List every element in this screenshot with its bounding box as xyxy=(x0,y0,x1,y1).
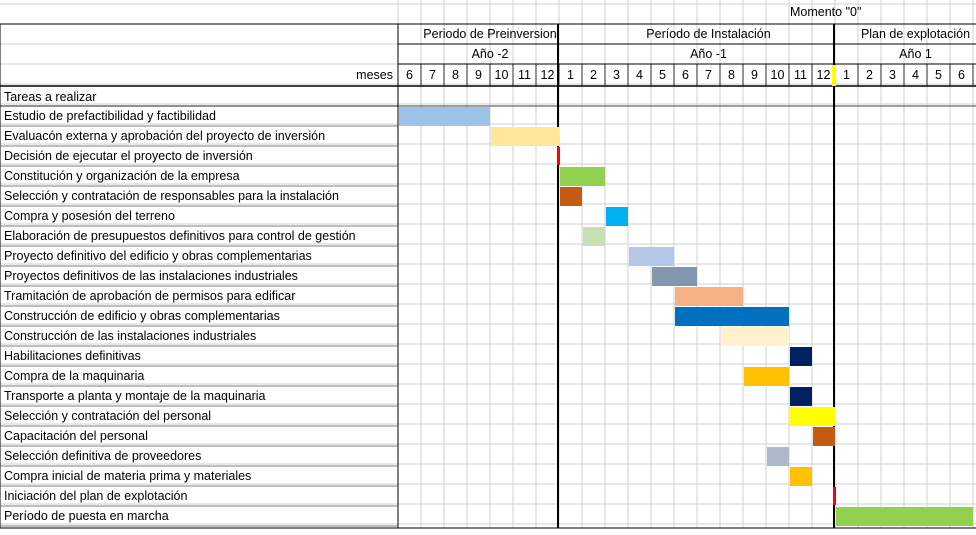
task-bar xyxy=(744,367,789,386)
task-name: Compra y posesión del terreno xyxy=(4,209,175,223)
task-bar xyxy=(583,227,605,246)
month-number: 4 xyxy=(636,68,643,82)
task-bar xyxy=(560,187,582,206)
month-number: 3 xyxy=(889,68,896,82)
task-name: Compra de la maquinaria xyxy=(4,369,145,383)
year-header: Año 1 xyxy=(899,47,932,61)
year-header: Año -1 xyxy=(690,47,727,61)
task-name: Tramitación de aprobación de permisos pa… xyxy=(4,289,296,303)
period-header: Periodo de Preinversion xyxy=(423,27,557,41)
month-number: 11 xyxy=(518,68,531,82)
task-name: Construcción de las instalaciones indust… xyxy=(4,329,257,343)
task-name: Proyecto definitivo del edificio y obras… xyxy=(4,249,312,263)
task-bar xyxy=(675,307,789,326)
task-name: Elaboración de presupuestos definitivos … xyxy=(4,229,356,243)
month-number: 2 xyxy=(866,68,873,82)
month-number: 11 xyxy=(794,68,807,82)
task-bar xyxy=(606,207,628,226)
month-number: 8 xyxy=(728,68,735,82)
milestone-marker xyxy=(833,487,836,505)
milestone-marker xyxy=(557,147,560,165)
month-number: 1 xyxy=(843,68,850,82)
task-name: Habilitaciones definitivas xyxy=(4,349,141,363)
task-bar xyxy=(560,167,605,186)
month-number: 9 xyxy=(751,68,758,82)
month-number: 5 xyxy=(659,68,666,82)
task-bar xyxy=(721,327,789,346)
month-number: 6 xyxy=(682,68,689,82)
task-bar xyxy=(675,287,743,306)
task-name: Compra inicial de materia prima y materi… xyxy=(4,469,252,483)
month-number: 4 xyxy=(912,68,919,82)
task-bar xyxy=(767,447,789,466)
task-name: Período de puesta en marcha xyxy=(4,509,169,523)
task-bar xyxy=(790,407,835,426)
month-number: 12 xyxy=(816,68,831,82)
task-bar xyxy=(491,127,559,146)
task-name: Iniciación del plan de explotación xyxy=(4,489,188,503)
task-name: Decisión de ejecutar el proyecto de inve… xyxy=(4,149,253,163)
task-name: Evaluacón externa y aprobación del proye… xyxy=(4,129,326,143)
moment-zero-marker xyxy=(832,65,836,86)
month-number: 7 xyxy=(705,68,712,82)
task-bar xyxy=(790,387,812,406)
months-row-label: meses xyxy=(356,68,393,82)
task-bar xyxy=(836,507,973,526)
month-number: 10 xyxy=(770,68,785,82)
task-bar xyxy=(652,267,697,286)
year-header: Año -2 xyxy=(471,47,509,61)
task-bar xyxy=(790,467,812,486)
month-number: 12 xyxy=(540,68,555,82)
month-number: 7 xyxy=(429,68,436,82)
moment-zero-label: Momento "0" xyxy=(790,5,862,19)
task-bar xyxy=(399,107,490,126)
tasks-header: Tareas a realizar xyxy=(4,90,97,104)
task-name: Construcción de edificio y obras complem… xyxy=(4,309,280,323)
month-number: 9 xyxy=(475,68,482,82)
month-number: 1 xyxy=(567,68,574,82)
task-name: Estudio de prefactibilidad y factibilida… xyxy=(4,109,216,123)
task-name: Transporte a planta y montaje de la maqu… xyxy=(4,389,266,403)
task-name: Capacitación del personal xyxy=(4,429,148,443)
task-name: Selección y contratación de responsables… xyxy=(4,189,339,203)
period-header: Período de Instalación xyxy=(646,27,771,41)
month-number: 2 xyxy=(590,68,597,82)
task-bar xyxy=(629,247,674,266)
task-bar xyxy=(790,347,812,366)
month-number: 6 xyxy=(958,68,965,82)
task-name: Selección y contratación del personal xyxy=(4,409,212,423)
month-number: 6 xyxy=(406,68,413,82)
period-header: Plan de explotación xyxy=(860,27,971,41)
task-name: Constitución y organización de la empres… xyxy=(4,169,240,183)
task-name: Selección definitiva de proveedores xyxy=(4,449,202,463)
month-number: 3 xyxy=(613,68,620,82)
month-number: 8 xyxy=(452,68,459,82)
task-name: Proyectos definitivos de las instalacion… xyxy=(4,269,298,283)
month-number: 10 xyxy=(494,68,509,82)
month-number: 5 xyxy=(935,68,942,82)
task-bar xyxy=(813,427,835,446)
